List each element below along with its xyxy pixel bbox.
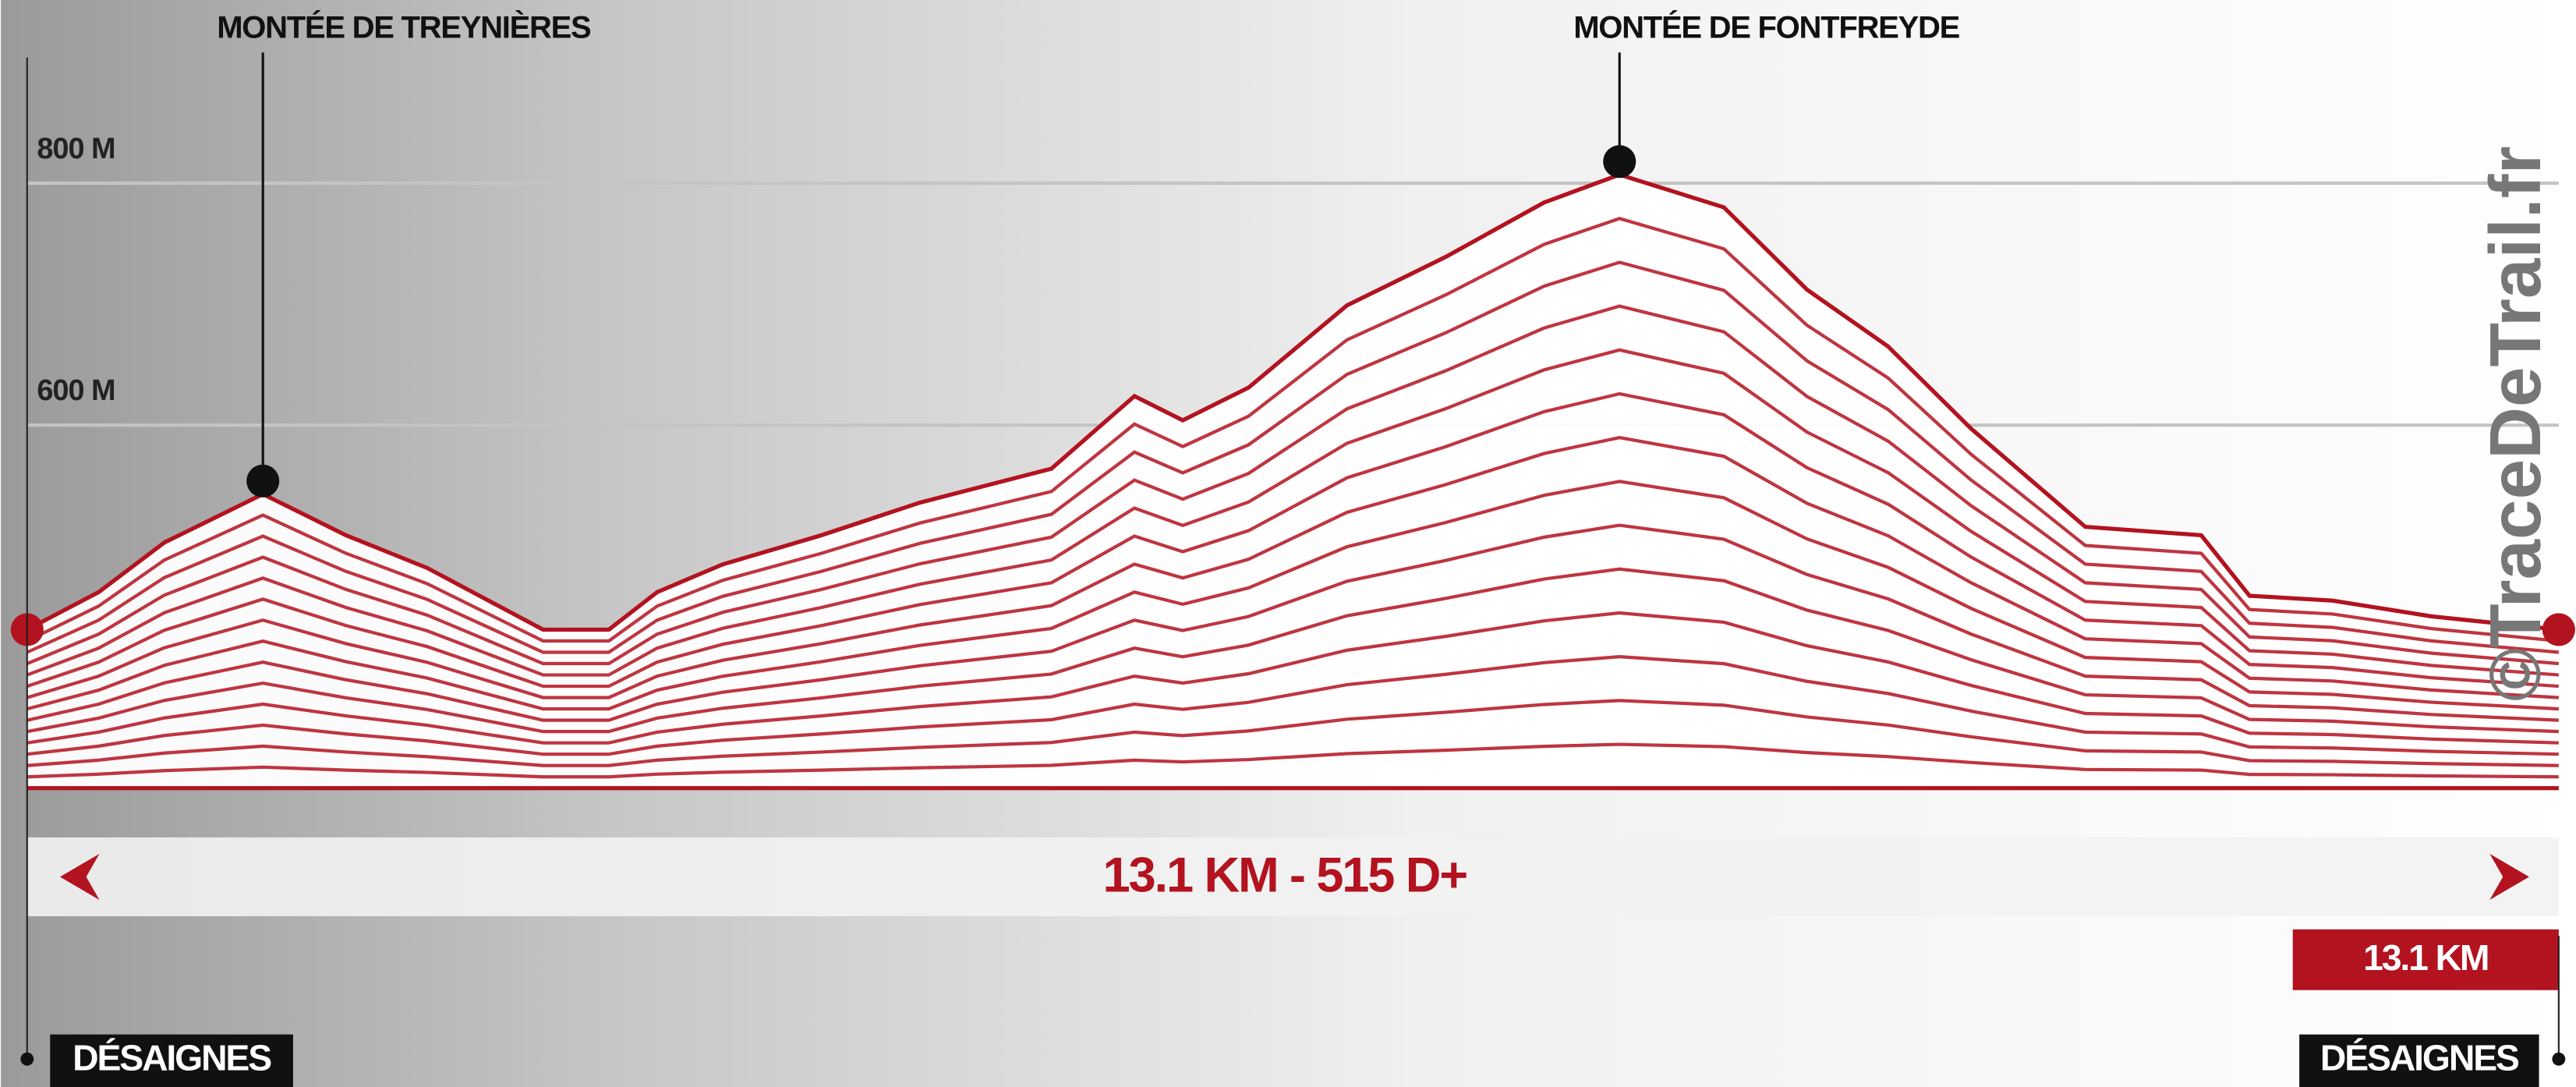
contour-line [27,567,2559,734]
contour-line [27,480,2559,711]
end-label: DÉSAIGNES [2320,1038,2519,1078]
summary: 13.1 KM - 515 D+ [1103,848,1467,902]
annotation-label: MONTÉE DE FONTFREYDE [1573,9,1959,44]
distance-label: 13.1 KM [2363,937,2488,978]
contour-line [26,216,2560,643]
start-label: DÉSAIGNES [73,1038,271,1078]
annotation-label: MONTÉE DE TREYNIÈRES [217,9,591,44]
contour-line [27,523,2559,722]
annotation-dot [1603,145,1637,179]
distance-box [2292,929,2559,990]
contour-line [27,655,2559,756]
contour-line [27,611,2559,745]
end-box [2299,1034,2539,1087]
contour-line [27,742,2559,779]
prev-arrow[interactable] [59,853,100,900]
contour-line [26,304,2560,666]
end-marker [2542,613,2575,646]
start-box [50,1034,293,1087]
next-arrow[interactable] [2489,853,2529,900]
summary-band [27,837,2559,917]
watermark: ©TraceDeTrail.fr [2475,146,2556,701]
annotation-dot [246,464,280,497]
contour-line [27,699,2559,767]
contour-line [26,260,2560,654]
profile-line [26,172,2560,632]
y-tick-label: 800 M [37,133,115,165]
contour-line [27,391,2559,689]
contour-line [27,348,2559,677]
end-dot [2552,1052,2566,1066]
plot: 600 M 800 M MONTÉE DE TREYNIÈRES MONTÉE DE … [10,9,2575,791]
start-dot [20,1052,34,1066]
contour-line [27,436,2559,699]
y-tick-label: 600 M [37,374,115,407]
